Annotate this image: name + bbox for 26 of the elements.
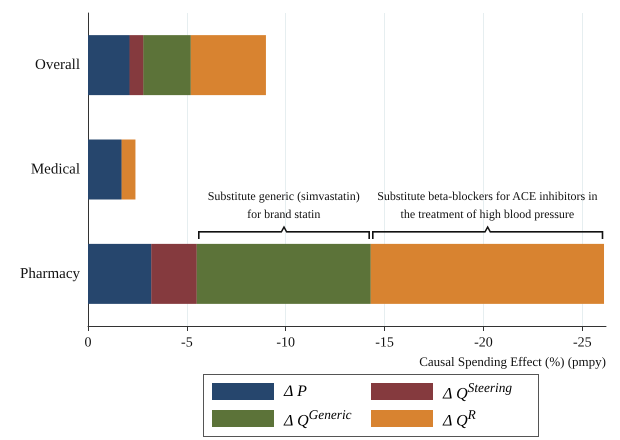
bar	[143, 35, 191, 96]
legend-label: Δ Q$^{R}$	[443, 407, 476, 431]
bar	[122, 140, 136, 200]
annotation: Substitute generic (simvastatin) for brand statin	[208, 188, 360, 221]
y-tick-label: Pharmacy	[20, 266, 80, 282]
bar	[130, 35, 144, 96]
x-axis-title: Causal Spending Effect (%) (pmpy)	[419, 354, 606, 369]
bar	[151, 244, 197, 304]
bar	[190, 35, 266, 96]
y-tick-label: Overall	[35, 57, 80, 74]
legend-label: Δ Q$^{Generic}$	[284, 407, 352, 431]
x-tick-label: -25	[572, 336, 592, 350]
x-tick-label: -20	[474, 336, 493, 350]
legend-label: Δ Q$^{Steering}$	[443, 380, 512, 404]
bar	[88, 140, 122, 200]
bar	[88, 244, 152, 304]
bar	[370, 244, 604, 304]
legend-label: Δ P	[284, 382, 307, 401]
y-tick-label: Medical	[30, 162, 80, 178]
bar	[88, 35, 130, 96]
x-tick-label: 0	[84, 336, 92, 350]
x-tick-label: -15	[375, 336, 394, 350]
annotation: Substitute beta-blockers for ACE inhibitors in the treatment of high blood pressure	[377, 188, 598, 221]
bar	[196, 244, 371, 304]
x-tick-label: -10	[276, 336, 296, 350]
x-tick-label: -5	[181, 336, 193, 350]
